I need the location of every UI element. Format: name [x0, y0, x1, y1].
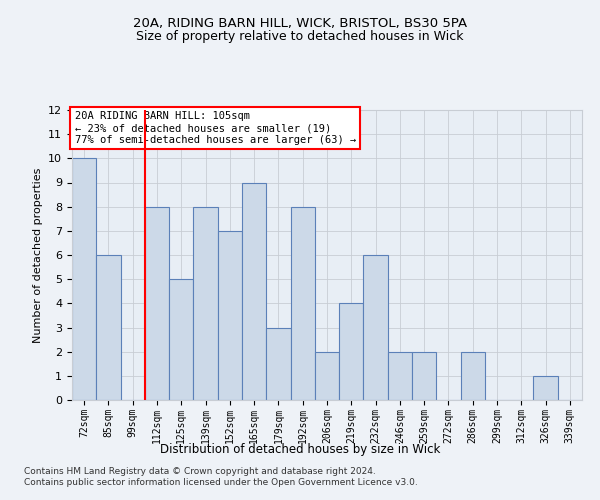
- Text: Contains HM Land Registry data © Crown copyright and database right 2024.
Contai: Contains HM Land Registry data © Crown c…: [24, 468, 418, 487]
- Bar: [96, 255, 121, 400]
- Text: 20A RIDING BARN HILL: 105sqm
← 23% of detached houses are smaller (19)
77% of se: 20A RIDING BARN HILL: 105sqm ← 23% of de…: [74, 112, 356, 144]
- Text: Distribution of detached houses by size in Wick: Distribution of detached houses by size …: [160, 442, 440, 456]
- Bar: [315, 352, 339, 400]
- Text: Size of property relative to detached houses in Wick: Size of property relative to detached ho…: [136, 30, 464, 43]
- Bar: [339, 304, 364, 400]
- Bar: [290, 206, 315, 400]
- Bar: [72, 158, 96, 400]
- Bar: [169, 279, 193, 400]
- Bar: [533, 376, 558, 400]
- Bar: [412, 352, 436, 400]
- Bar: [242, 182, 266, 400]
- Bar: [145, 206, 169, 400]
- Text: 20A, RIDING BARN HILL, WICK, BRISTOL, BS30 5PA: 20A, RIDING BARN HILL, WICK, BRISTOL, BS…: [133, 18, 467, 30]
- Bar: [461, 352, 485, 400]
- Bar: [388, 352, 412, 400]
- Bar: [193, 206, 218, 400]
- Bar: [364, 255, 388, 400]
- Bar: [218, 231, 242, 400]
- Bar: [266, 328, 290, 400]
- Y-axis label: Number of detached properties: Number of detached properties: [32, 168, 43, 342]
